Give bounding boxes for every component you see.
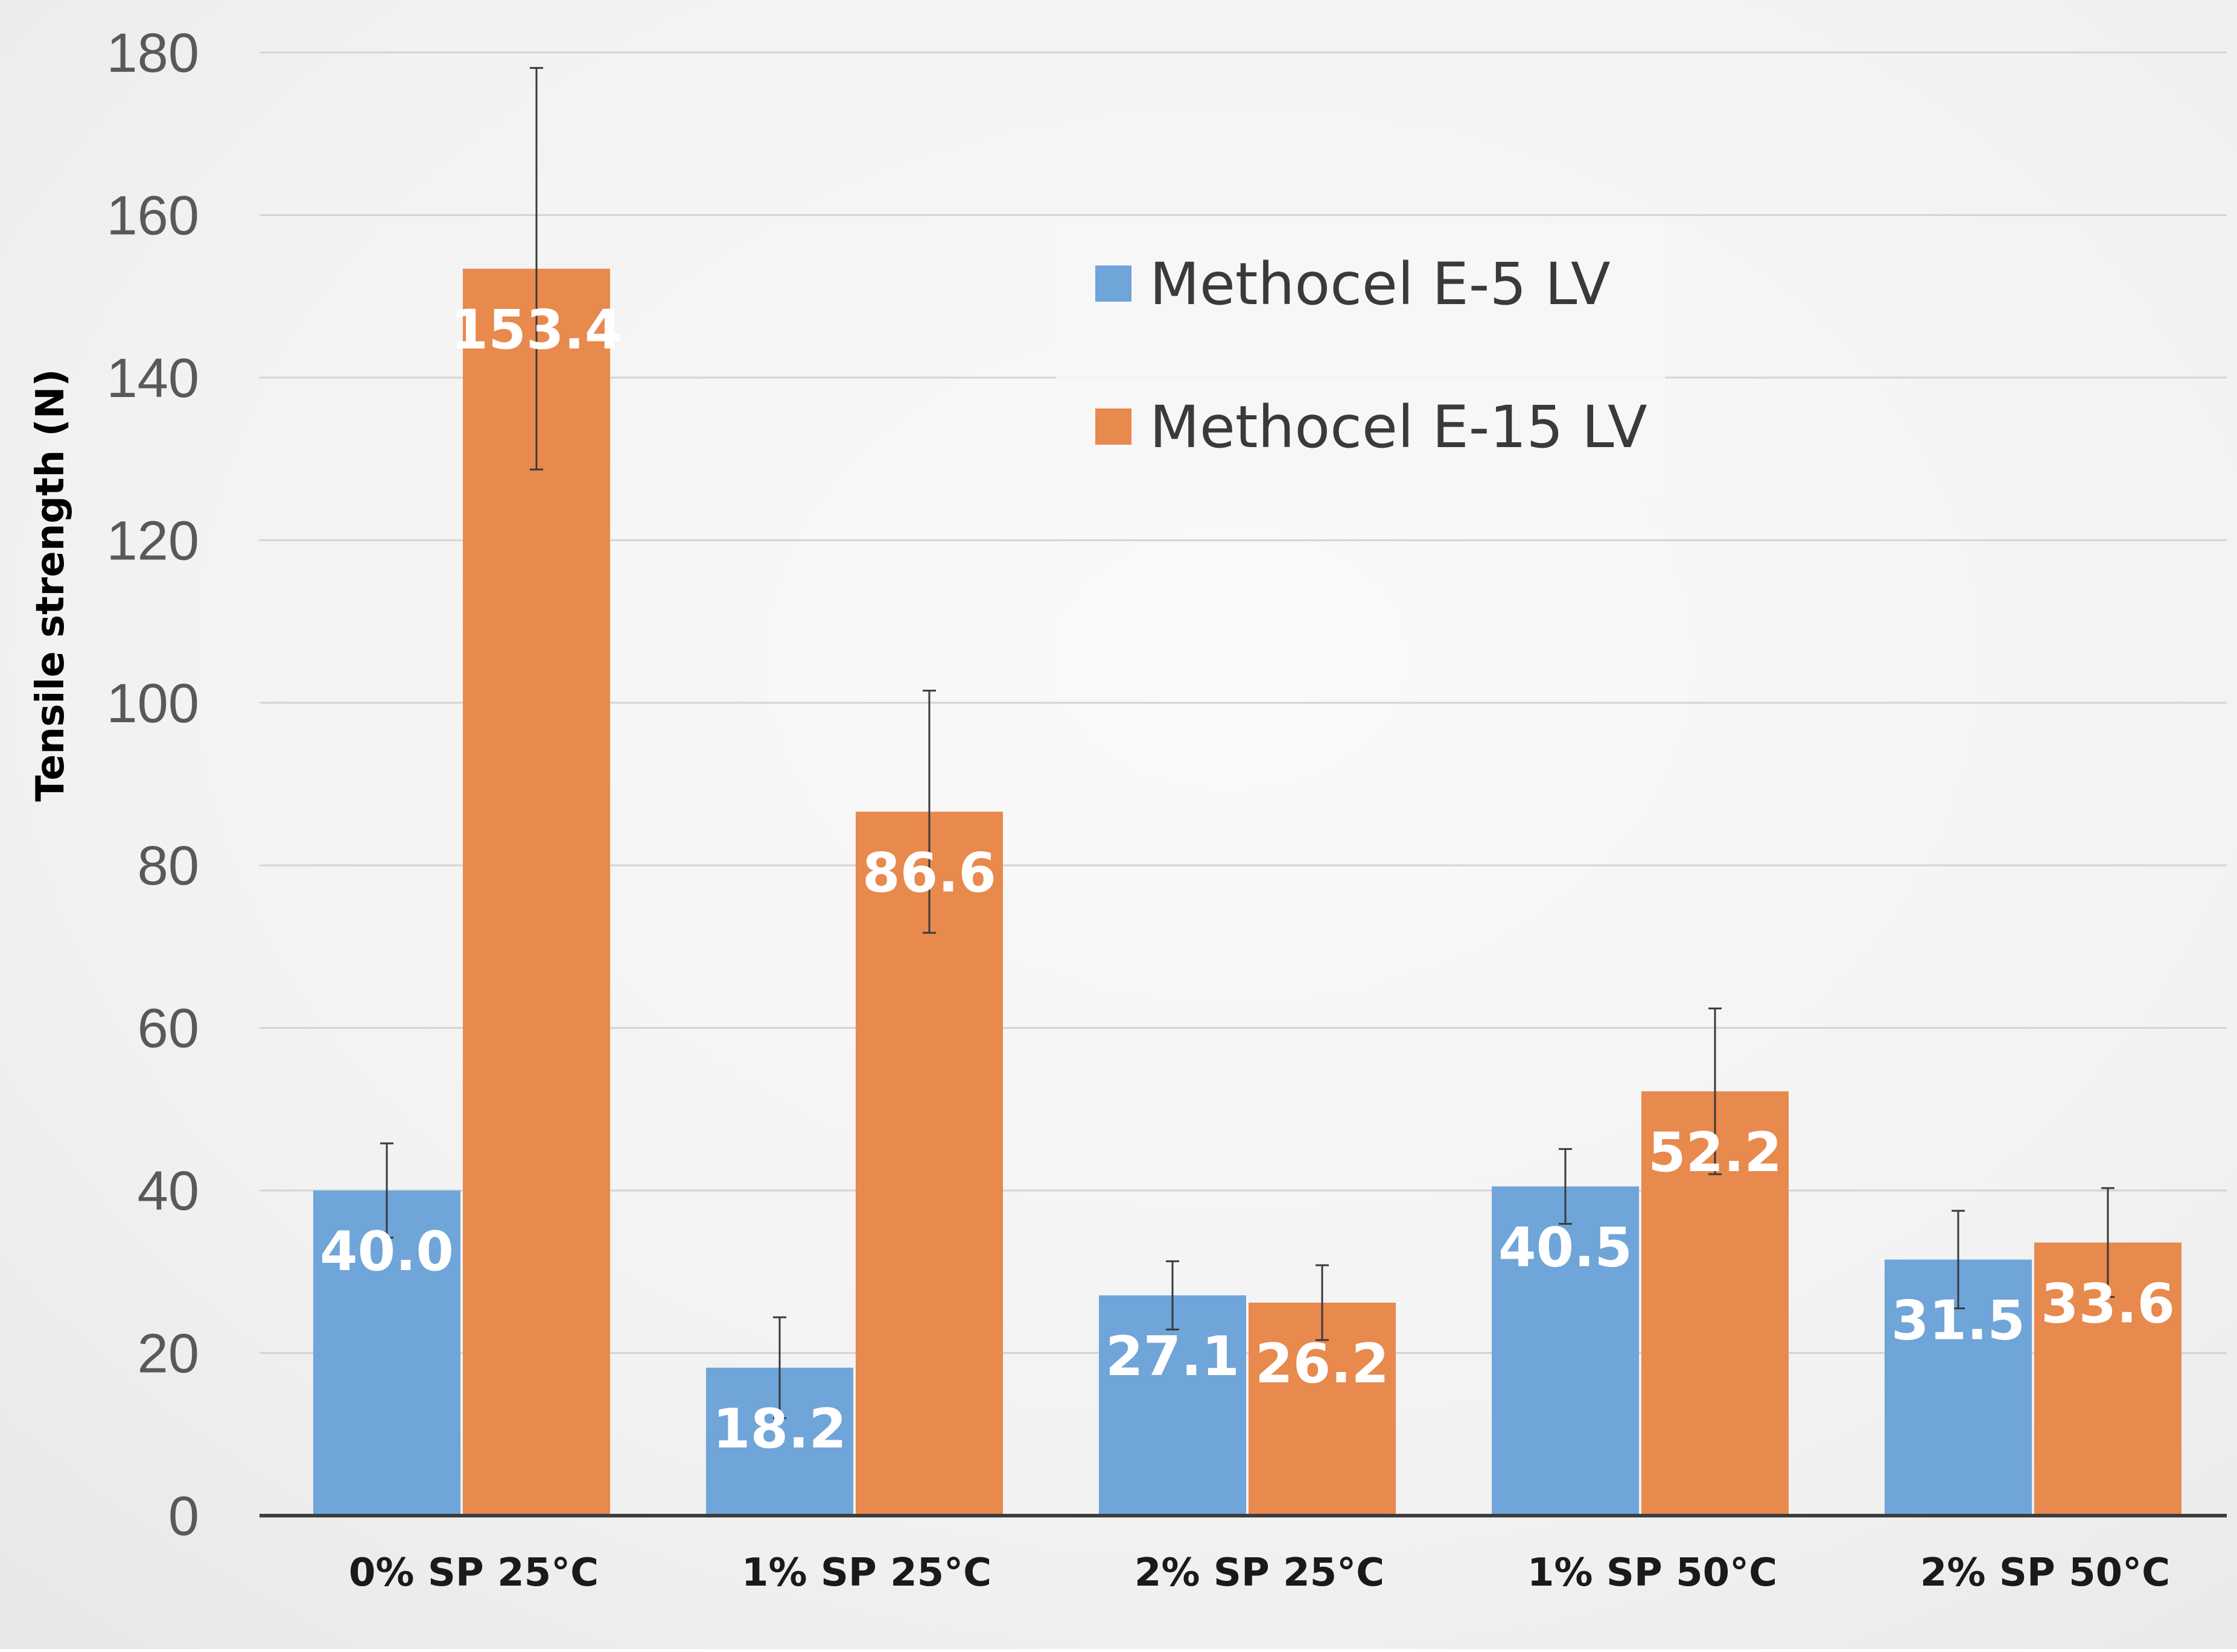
y-tick-label: 100 bbox=[107, 673, 200, 734]
y-tick-label: 60 bbox=[138, 998, 199, 1060]
y-tick-label: 80 bbox=[138, 835, 199, 897]
y-tick-label: 180 bbox=[107, 22, 200, 84]
data-label: 26.2 bbox=[1255, 1332, 1389, 1396]
data-label: 52.2 bbox=[1648, 1121, 1782, 1184]
data-label: 153.4 bbox=[451, 298, 623, 361]
legend: Methocel E-5 LV Methocel E-15 LV bbox=[1056, 223, 1666, 501]
y-tick-label: 160 bbox=[107, 185, 200, 246]
data-label: 31.5 bbox=[1891, 1289, 2025, 1353]
y-tick-label: 20 bbox=[138, 1323, 199, 1385]
legend-swatch bbox=[1095, 265, 1131, 302]
y-tick-label: 0 bbox=[168, 1485, 199, 1547]
axes: 0 20 40 60 80 100 120 140 160 180 0% SP 25°C 1% SP … bbox=[28, 22, 2227, 1595]
data-label: 18.2 bbox=[713, 1397, 847, 1461]
bar-e5lv bbox=[313, 1190, 460, 1516]
legend-label: Methocel E-5 LV bbox=[1150, 250, 1611, 318]
data-label: 40.0 bbox=[320, 1220, 454, 1283]
legend-swatch bbox=[1095, 408, 1131, 445]
data-labels: 40.0 153.4 18.2 86.6 27.1 26.2 40.5 52.2 31.5 33.… bbox=[320, 298, 2175, 1460]
data-label: 27.1 bbox=[1106, 1325, 1239, 1388]
x-category-label: 0% SP 25°C bbox=[349, 1551, 599, 1595]
legend-background bbox=[1056, 223, 1666, 501]
bar-e5lv bbox=[1099, 1295, 1246, 1516]
legend-label: Methocel E-15 LV bbox=[1150, 393, 1647, 461]
bar-e15lv bbox=[463, 268, 610, 1516]
x-category-label: 1% SP 50°C bbox=[1527, 1551, 1777, 1595]
error-bars bbox=[380, 67, 2114, 1419]
y-tick-label: 40 bbox=[138, 1160, 199, 1222]
x-category-label: 1% SP 25°C bbox=[742, 1551, 991, 1595]
data-label: 86.6 bbox=[862, 841, 996, 904]
data-label: 40.5 bbox=[1498, 1216, 1632, 1279]
x-category-label: 2% SP 25°C bbox=[1134, 1551, 1384, 1595]
bar-e5lv bbox=[1492, 1186, 1639, 1516]
y-tick-label: 140 bbox=[107, 348, 200, 409]
y-tick-label: 120 bbox=[107, 510, 200, 571]
data-label: 33.6 bbox=[2041, 1272, 2175, 1335]
y-axis-title: Tensile strength (N) bbox=[28, 369, 73, 801]
x-category-label: 2% SP 50°C bbox=[1920, 1551, 2170, 1595]
bars bbox=[313, 268, 2181, 1516]
